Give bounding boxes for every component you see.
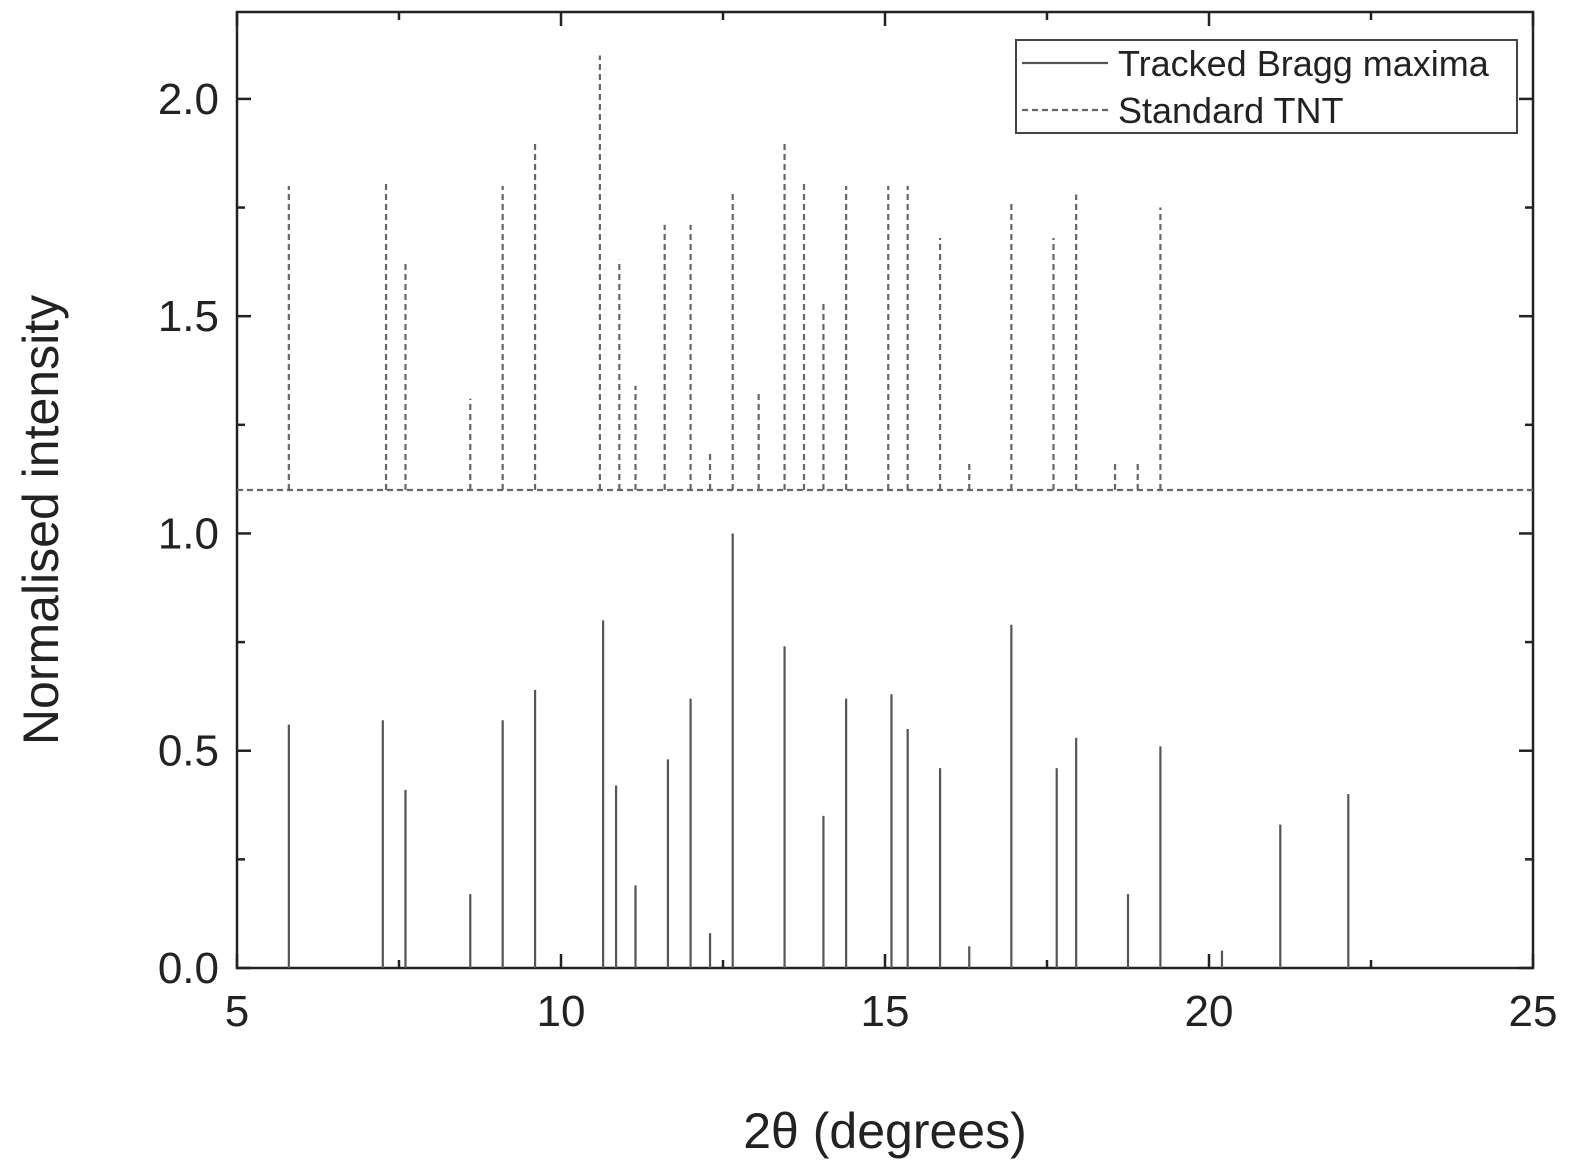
axis-ticks: 5 10 15 20 25 0.0 0.5 1.0 1.5 2.0 bbox=[158, 12, 1558, 1036]
data-marks bbox=[237, 55, 1533, 968]
x-tick-label: 10 bbox=[537, 987, 586, 1036]
y-tick-label: 1.5 bbox=[158, 292, 219, 341]
legend-label-standard-tnt: Standard TNT bbox=[1118, 90, 1343, 131]
x-tick-label: 15 bbox=[861, 987, 910, 1036]
y-tick-label: 2.0 bbox=[158, 75, 219, 124]
legend-label-tracked-bragg-maxima: Tracked Bragg maxima bbox=[1118, 43, 1490, 84]
x-tick-label: 20 bbox=[1185, 987, 1234, 1036]
y-tick-label: 0.0 bbox=[158, 944, 219, 993]
y-tick-label: 0.5 bbox=[158, 727, 219, 776]
y-tick-label: 1.0 bbox=[158, 509, 219, 558]
legend: Tracked Bragg maxima Standard TNT bbox=[1015, 39, 1518, 134]
x-axis-title: 2θ (degrees) bbox=[743, 1103, 1027, 1159]
legend-box bbox=[1015, 39, 1518, 134]
y-axis-title: Normalised intensity bbox=[13, 295, 69, 745]
x-tick-label: 5 bbox=[225, 987, 249, 1036]
x-tick-label: 25 bbox=[1509, 987, 1558, 1036]
